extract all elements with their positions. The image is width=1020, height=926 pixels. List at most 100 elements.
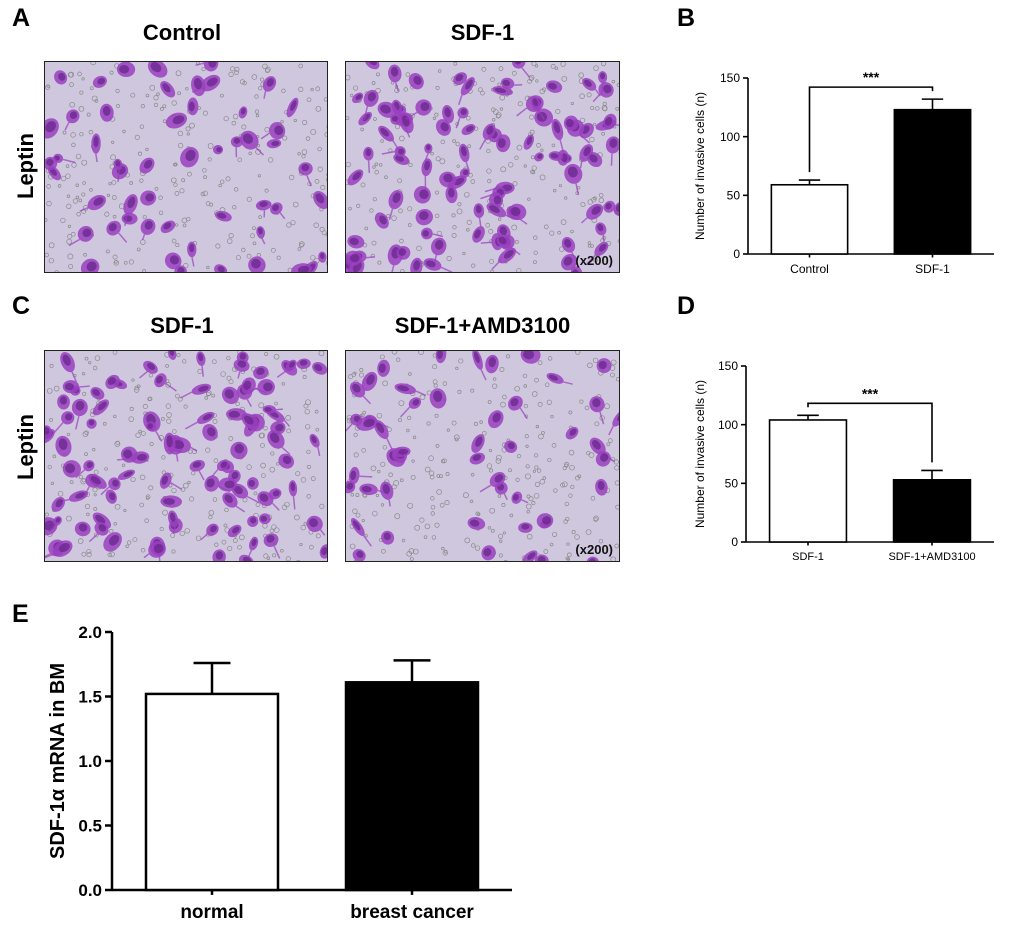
pore: [441, 546, 445, 551]
stained-cell: [508, 203, 527, 221]
stained-cell: [373, 420, 394, 451]
x-tick-label: Control: [790, 262, 829, 276]
stained-cell: [62, 380, 90, 394]
pore: [218, 183, 222, 188]
pore: [104, 211, 110, 217]
pore: [201, 67, 206, 72]
y-tick-label: 0: [731, 535, 738, 549]
stained-cell: [396, 245, 411, 260]
pore: [310, 255, 316, 261]
stained-cell: [75, 460, 95, 479]
stained-cell: [154, 373, 177, 392]
panel-letter-b: B: [677, 4, 696, 32]
pore: [77, 538, 84, 544]
pore: [529, 129, 535, 135]
pore: [442, 381, 448, 386]
pore: [533, 235, 538, 240]
y-tick-label: 150: [718, 359, 738, 373]
pore: [561, 481, 568, 488]
pore: [241, 247, 246, 253]
pore: [534, 64, 539, 68]
pore: [258, 402, 265, 409]
pore: [371, 81, 376, 85]
pore: [455, 366, 459, 371]
pore: [360, 182, 366, 188]
pore: [353, 432, 358, 437]
pore: [499, 539, 503, 543]
pore: [388, 472, 393, 478]
pore: [393, 480, 400, 487]
stained-cell: [247, 477, 259, 490]
stained-cell: [298, 162, 313, 187]
pore: [171, 100, 177, 106]
pore: [593, 122, 597, 126]
stained-cell: [230, 136, 243, 158]
stained-cell: [164, 252, 182, 270]
micrograph-c-sdf1: [44, 350, 328, 562]
stained-cell: [140, 218, 156, 241]
pore: [246, 196, 252, 202]
stained-cell: [455, 107, 469, 129]
pore: [526, 533, 533, 540]
stained-cell: [184, 411, 215, 430]
stained-cell: [536, 513, 554, 529]
pore: [273, 353, 280, 360]
pore: [356, 203, 361, 208]
pore: [81, 159, 88, 166]
pore: [319, 226, 325, 232]
pore: [79, 90, 84, 95]
pore: [93, 507, 98, 511]
stained-cell: [306, 515, 326, 536]
pore: [465, 115, 471, 121]
pore: [145, 494, 151, 500]
pore: [171, 549, 176, 554]
pore: [419, 517, 425, 523]
pore: [241, 124, 247, 130]
pore: [435, 444, 440, 448]
stained-cell: [488, 410, 504, 429]
pore: [139, 124, 145, 129]
stained-cell: [253, 366, 269, 380]
pore: [346, 74, 351, 81]
pore: [223, 523, 228, 528]
pore: [574, 534, 580, 540]
stained-cell: [260, 122, 286, 140]
pore: [412, 435, 417, 440]
x-tick-label: SDF-1: [915, 262, 950, 276]
pore: [90, 62, 97, 66]
stained-cell: [546, 372, 573, 385]
stained-cell: [424, 143, 433, 162]
pore: [495, 454, 502, 461]
stained-cell: [74, 521, 91, 537]
pore: [324, 131, 327, 138]
pore: [78, 106, 85, 112]
chart-b: 0 50 100 150 Number of invasive cells (n) Con…: [693, 69, 994, 276]
stained-cell: [99, 103, 114, 122]
stained-cell: [105, 374, 120, 390]
pore: [305, 399, 311, 406]
pore: [160, 107, 164, 111]
stained-cell: [296, 358, 311, 370]
pore: [553, 188, 557, 193]
pore: [66, 238, 72, 245]
pore: [435, 156, 441, 162]
pore: [189, 122, 195, 129]
stained-cell: [388, 64, 402, 92]
pore: [112, 214, 117, 219]
pore: [436, 489, 442, 495]
pore: [260, 77, 265, 82]
stained-cell: [233, 359, 250, 379]
pore: [509, 513, 514, 518]
stained-cell: [200, 523, 219, 541]
chart-d: 0 50 100 150 Number of invasive cells (n) SDF…: [693, 359, 994, 563]
stained-cell: [595, 222, 607, 242]
stained-cell: [346, 480, 356, 494]
pore: [516, 144, 523, 151]
pore: [274, 527, 280, 533]
stained-cell: [595, 451, 611, 467]
stained-cell: [45, 425, 52, 439]
pore: [535, 79, 539, 83]
stained-cell: [212, 144, 224, 155]
pore: [560, 62, 566, 67]
pore: [320, 185, 326, 191]
